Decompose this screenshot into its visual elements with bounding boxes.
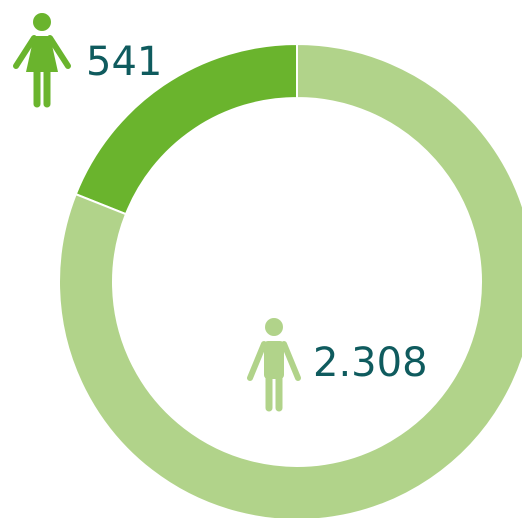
slice <box>58 42 522 518</box>
female-icon <box>13 13 71 108</box>
donut <box>58 42 522 518</box>
value-label: 541 <box>86 39 162 85</box>
value-label: 2.308 <box>313 340 428 386</box>
male-icon <box>247 318 301 412</box>
